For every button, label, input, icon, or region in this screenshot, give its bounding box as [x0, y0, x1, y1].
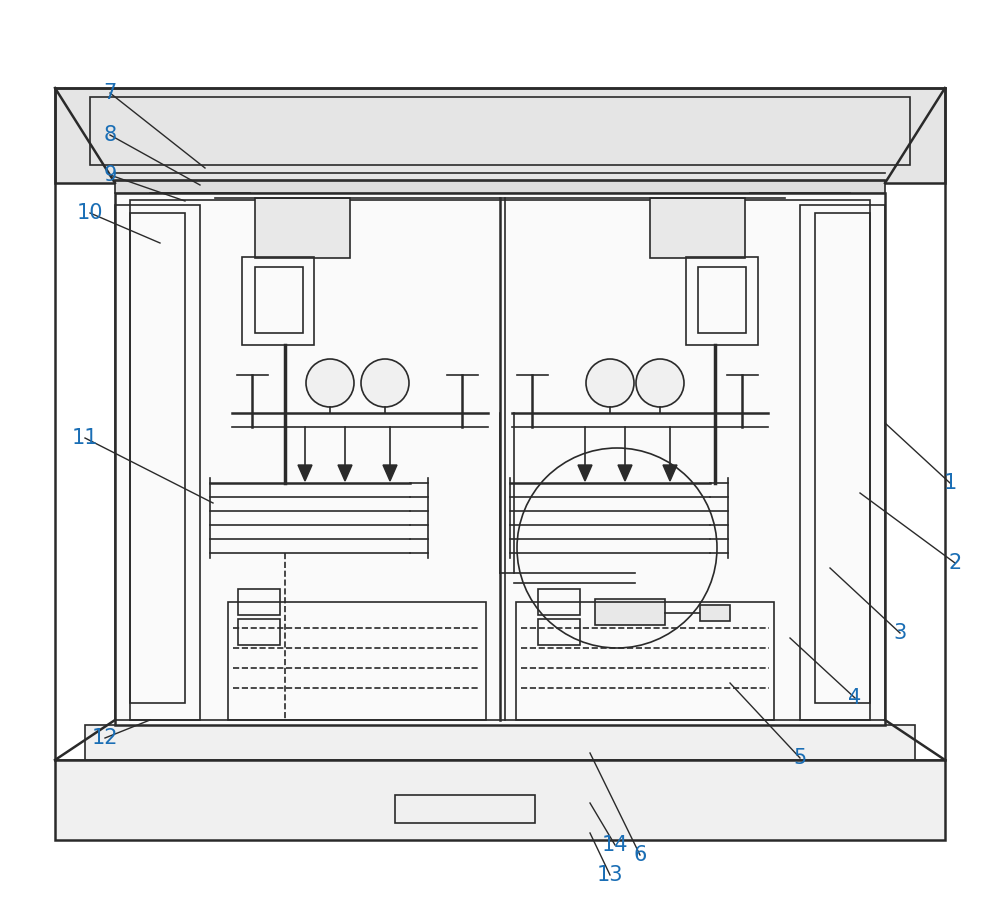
Text: 9: 9	[103, 165, 117, 185]
Text: 2: 2	[948, 553, 962, 573]
Bar	[538, 589, 580, 615]
Bar	[238, 619, 280, 645]
Bar	[115, 193, 885, 725]
Text: 11: 11	[72, 428, 98, 448]
Bar	[595, 599, 665, 625]
Polygon shape	[663, 465, 677, 481]
Bar	[255, 198, 350, 258]
Text: 5: 5	[793, 748, 807, 768]
Polygon shape	[298, 465, 312, 481]
Text: 3: 3	[893, 623, 907, 643]
Polygon shape	[383, 465, 397, 481]
Bar	[115, 181, 885, 193]
Bar	[55, 760, 945, 840]
Bar	[538, 619, 580, 645]
Bar	[55, 88, 945, 183]
Bar	[395, 795, 535, 823]
Polygon shape	[618, 465, 632, 481]
Circle shape	[306, 359, 354, 407]
Text: 7: 7	[103, 83, 117, 103]
Text: 12: 12	[92, 728, 118, 748]
Bar	[686, 257, 758, 345]
Bar	[238, 589, 280, 615]
Text: 8: 8	[103, 125, 117, 145]
Bar	[800, 205, 885, 720]
Bar	[516, 602, 774, 720]
Text: 14: 14	[602, 835, 628, 855]
Circle shape	[361, 359, 409, 407]
Bar	[255, 267, 303, 333]
Text: 6: 6	[633, 845, 647, 865]
Polygon shape	[338, 465, 352, 481]
Circle shape	[636, 359, 684, 407]
Text: 4: 4	[848, 688, 862, 708]
Bar	[85, 725, 915, 760]
Bar	[130, 200, 870, 720]
Circle shape	[586, 359, 634, 407]
Text: 10: 10	[77, 203, 103, 223]
Bar	[650, 198, 745, 258]
Bar	[228, 602, 486, 720]
Bar	[90, 97, 910, 165]
Bar	[242, 257, 314, 345]
Bar	[698, 267, 746, 333]
Bar	[815, 213, 870, 703]
Bar	[130, 213, 185, 703]
Text: 13: 13	[597, 865, 623, 885]
Polygon shape	[578, 465, 592, 481]
Bar	[700, 605, 730, 621]
Bar	[115, 205, 200, 720]
Text: 1: 1	[943, 473, 957, 493]
